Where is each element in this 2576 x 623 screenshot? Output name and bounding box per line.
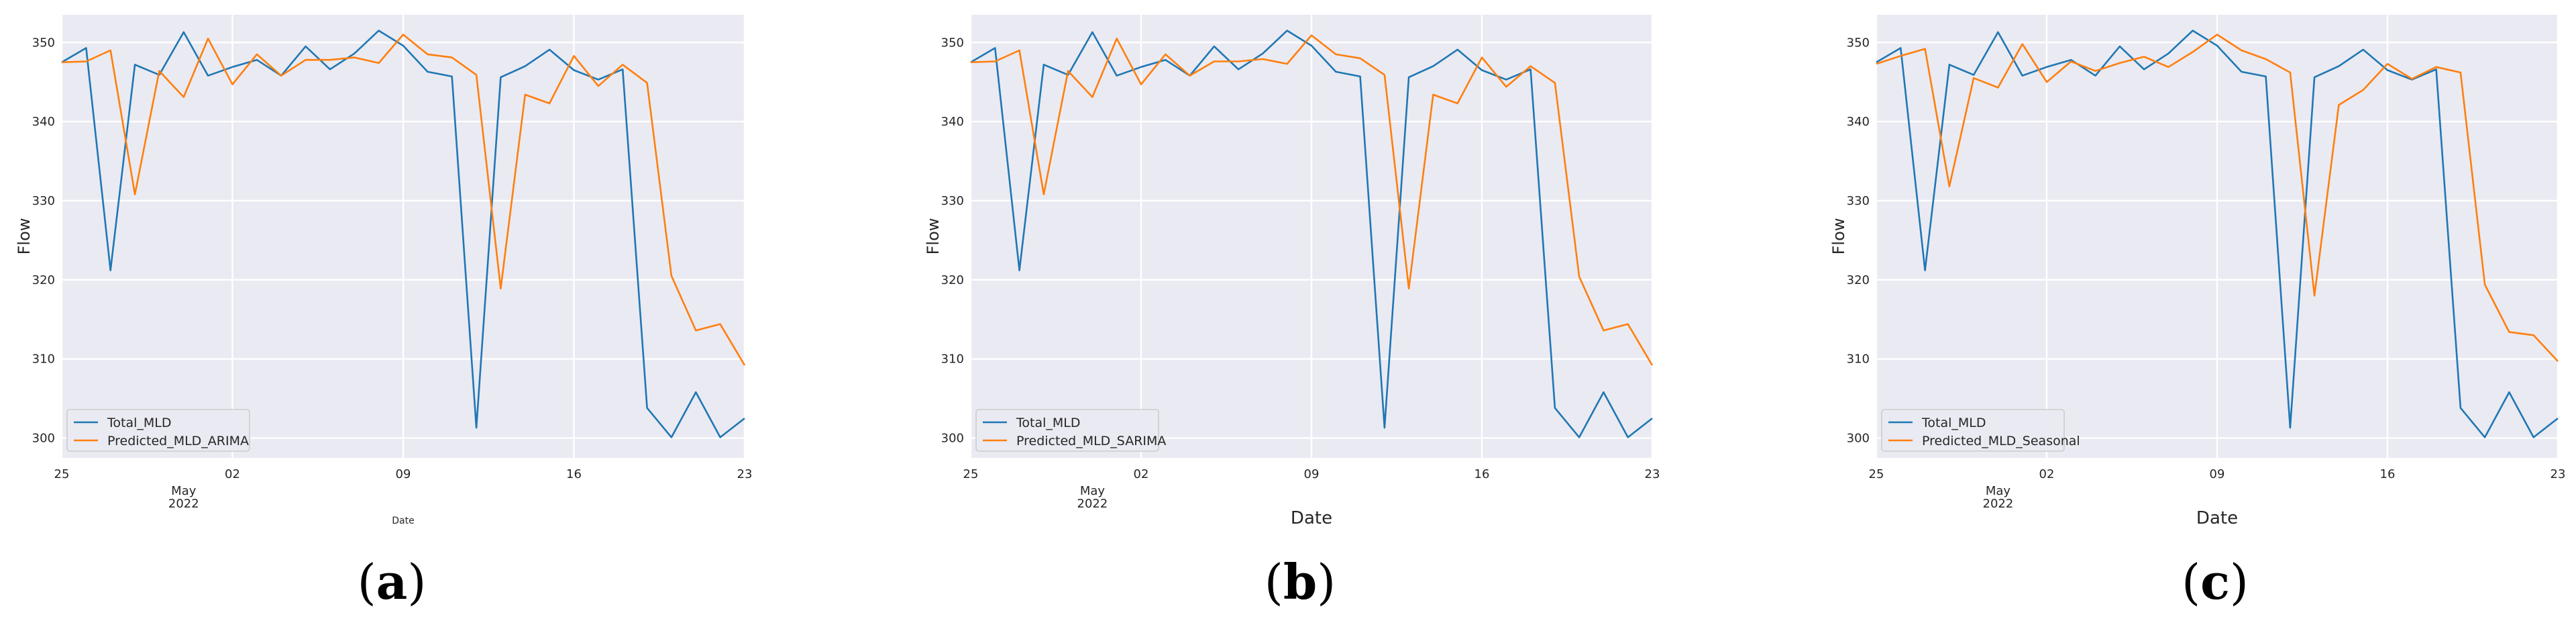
legend-label-total-mld-a: Total_MLD [107,416,171,430]
panel-caption-letter-a: a [376,553,408,610]
grid-a [60,15,746,458]
y-tick-label-340-b: 340 [941,115,964,129]
legend-frame-b [975,409,1159,452]
legend-label-total-mld-c: Total_MLD [1921,416,1986,430]
legend-a: Total_MLD Predicted_MLD_ARIMA [66,409,250,452]
series-line-total-mld-b [970,30,1653,438]
x-tick-label-25-c: 25 [1869,467,1884,481]
x-month-label-a: May [171,484,197,498]
x-month-label-b: May [1080,484,1106,498]
y-tick-label-320-a: 320 [32,273,55,287]
legend-label-predicted-seasonal-c: Predicted_MLD_Seasonal [1922,434,2080,448]
legend-c: Total_MLD Predicted_MLD_Seasonal [1881,409,2080,452]
y-tick-label-310-b: 310 [941,352,964,367]
x-tick-label-02-b: 02 [1134,467,1149,481]
x-tick-label-23-a: 23 [737,467,753,481]
legend-frame-c [1881,409,2065,452]
x-tick-label-16-b: 16 [1474,467,1490,481]
y-tick-label-340-a: 340 [32,115,55,129]
grid-c [1875,15,2559,458]
panel-caption-letter-b: b [1283,553,1317,610]
x-month-label-c: May [1986,484,2011,498]
panel-caption-letter-c: c [2200,553,2230,610]
y-axis-label-b: Flow [924,218,943,255]
legend-label-total-mld-b: Total_MLD [1016,416,1080,430]
x-tick-label-16-c: 16 [2380,467,2396,481]
x-year-label-c: 2022 [1983,497,2014,511]
x-year-label-b: 2022 [1077,497,1108,511]
x-tick-label-09-a: 09 [396,467,411,481]
y-tick-label-310-a: 310 [32,352,55,367]
series-line-predicted-mld-sarima-b [970,34,1654,366]
series-a [61,30,746,438]
series-line-total-mld-c [1876,30,2559,438]
y-tick-label-310-c: 310 [1847,352,1870,367]
x-tick-label-09-c: 09 [2210,467,2225,481]
x-tick-label-25-a: 25 [54,467,70,481]
series-c [1876,30,2559,438]
y-tick-label-350-a: 350 [32,36,55,50]
x-tick-label-02-a: 02 [225,467,240,481]
x-tick-label-09-b: 09 [1304,467,1320,481]
legend-b: Total_MLD Predicted_MLD_SARIMA [975,409,1166,452]
y-tick-label-300-a: 300 [32,432,55,446]
panel-caption-b: (b) [1265,553,1336,610]
y-tick-label-320-c: 320 [1847,273,1870,287]
y-tick-label-300-c: 300 [1847,432,1870,446]
y-tick-label-330-a: 330 [32,194,55,208]
series-line-predicted-mld-seasonal-c [1876,34,2559,363]
x-tick-label-16-a: 16 [566,467,582,481]
y-tick-label-350-c: 350 [1847,36,1870,50]
y-tick-label-320-b: 320 [941,273,964,287]
x-tick-label-25-b: 25 [963,467,979,481]
y-tick-label-340-c: 340 [1847,115,1870,129]
panel-caption-a: (a) [358,553,427,610]
y-axis-label-a: Flow [15,218,34,255]
x-tick-label-23-b: 23 [1645,467,1660,481]
series-line-predicted-mld-arima-a [61,34,746,366]
x-year-label-a: 2022 [168,497,199,511]
y-tick-label-350-b: 350 [941,36,964,50]
x-axis-label-a: Date [392,516,414,526]
legend-frame-a [66,409,250,452]
y-tick-label-300-b: 300 [941,432,964,446]
legend-label-predicted-arima-a: Predicted_MLD_ARIMA [107,434,249,448]
x-tick-label-23-c: 23 [2551,467,2566,481]
x-tick-label-02-c: 02 [2039,467,2055,481]
panel-caption-c: (c) [2182,553,2249,610]
y-tick-label-330-b: 330 [941,194,964,208]
x-axis-label-b: Date [1291,508,1332,528]
series-line-total-mld-a [61,30,745,438]
y-axis-label-c: Flow [1829,218,1848,255]
y-tick-label-330-c: 330 [1847,194,1870,208]
series-b [970,30,1654,438]
x-axis-label-c: Date [2196,508,2238,528]
legend-label-predicted-sarima-b: Predicted_MLD_SARIMA [1016,434,1166,448]
